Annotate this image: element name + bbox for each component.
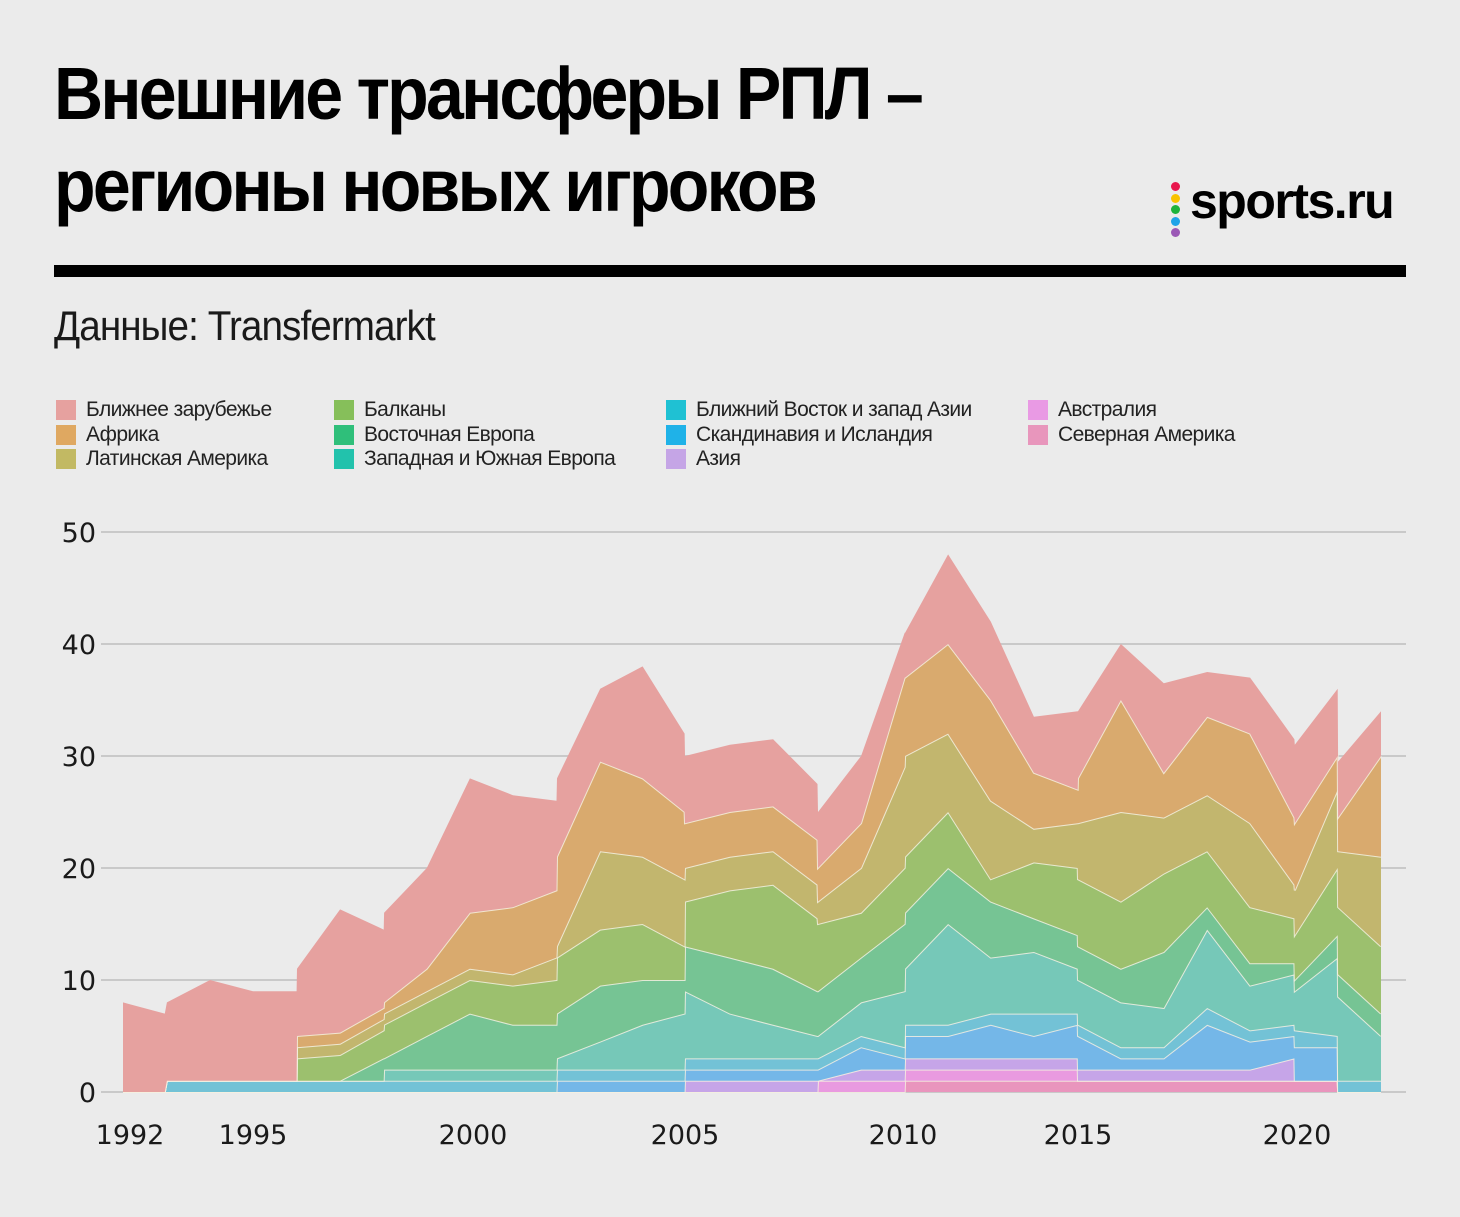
- legend-swatch: [334, 400, 354, 420]
- legend-label: Ближний Восток и запад Азии: [696, 398, 972, 421]
- legend-item: Азия: [666, 447, 741, 471]
- legend-label: Скандинавия и Исландия: [696, 423, 933, 446]
- chart-title-line-1: Внешние трансферы РПЛ –: [54, 52, 924, 135]
- x-tick-label: 1992: [96, 1120, 165, 1151]
- legend-swatch: [334, 425, 354, 445]
- y-tick-label: 0: [79, 1078, 96, 1109]
- logo-wordmark: sports.ru: [1190, 173, 1395, 229]
- logo-dot: [1171, 228, 1180, 238]
- legend-item: Балканы: [334, 398, 446, 422]
- legend-label: Азия: [696, 447, 741, 470]
- x-tick-label: 2015: [1044, 1120, 1113, 1151]
- x-tick-label: 2005: [651, 1120, 720, 1151]
- y-axis-ticks: 0 10 20 30 40 50: [62, 518, 96, 1109]
- logo-dots-icon: [1171, 182, 1181, 240]
- chart-title: Внешние трансферы РПЛ – регионы новых иг…: [54, 48, 1066, 232]
- legend-item: Латинская Америка: [56, 447, 268, 471]
- chart-title-line-2: регионы новых игроков: [54, 144, 818, 227]
- legend-swatch: [56, 400, 76, 420]
- legend-swatch: [666, 425, 686, 445]
- logo-dot: [1171, 216, 1180, 226]
- area-3: [123, 1024, 1381, 1092]
- area-7: [123, 812, 1381, 1092]
- area-0: [123, 1080, 1381, 1092]
- legend-item: Ближнее зарубежье: [56, 398, 272, 422]
- area-layers: [123, 554, 1382, 1093]
- legend-label: Восточная Европа: [364, 423, 535, 446]
- logo-dot: [1171, 182, 1180, 191]
- area-6: [123, 868, 1381, 1092]
- legend-label: Латинская Америка: [86, 447, 268, 470]
- legend-swatch: [666, 400, 686, 420]
- legend-item: Африка: [56, 423, 159, 447]
- logo-dot: [1171, 193, 1180, 203]
- x-tick-label: 2010: [869, 1120, 938, 1151]
- area-9: [123, 644, 1381, 1092]
- y-tick-label: 50: [62, 518, 96, 549]
- legend-label: Ближнее зарубежье: [86, 398, 272, 421]
- legend-item: Восточная Европа: [334, 423, 535, 447]
- area-2: [123, 1058, 1381, 1092]
- x-tick-label: 2020: [1263, 1120, 1332, 1151]
- legend-item: Австралия: [1028, 398, 1157, 422]
- area-4: [123, 1008, 1381, 1092]
- area-1: [123, 1069, 1381, 1092]
- legend-label: Африка: [86, 423, 159, 446]
- y-tick-label: 40: [62, 630, 96, 661]
- legend-label: Балканы: [364, 398, 446, 421]
- x-tick-label: 1995: [219, 1120, 288, 1151]
- legend-item: Западная и Южная Европа: [334, 447, 616, 471]
- legend-label: Австралия: [1058, 398, 1157, 421]
- legend-item: Северная Америка: [1028, 423, 1235, 447]
- legend-swatch: [56, 425, 76, 445]
- legend-swatch: [666, 449, 686, 469]
- legend-swatch: [1028, 425, 1048, 445]
- y-tick-label: 30: [62, 742, 96, 773]
- sports-ru-logo: sports.ru: [1168, 173, 1418, 240]
- legend-label: Северная Америка: [1058, 423, 1235, 446]
- legend-item: Скандинавия и Исландия: [666, 423, 933, 447]
- legend-swatch: [56, 449, 76, 469]
- x-tick-label: 2000: [439, 1120, 508, 1151]
- area-10: [123, 554, 1381, 1092]
- area-5: [123, 924, 1381, 1092]
- data-source: Данные: Transfermarkt: [54, 302, 436, 349]
- legend-swatch: [334, 449, 354, 469]
- legend-label: Западная и Южная Европа: [364, 447, 616, 470]
- y-tick-label: 20: [62, 854, 96, 885]
- legend-swatch: [1028, 400, 1048, 420]
- y-tick-label: 10: [62, 966, 96, 997]
- logo-dot: [1171, 205, 1180, 215]
- legend: Ближнее зарубежье Африка Латинская Америка…: [56, 398, 1416, 478]
- legend-item: Ближний Восток и запад Азии: [666, 398, 972, 422]
- title-divider: [54, 265, 1406, 277]
- x-axis-ticks: 1992 1995 2000 2005 2010 2015 2020: [96, 1120, 1332, 1151]
